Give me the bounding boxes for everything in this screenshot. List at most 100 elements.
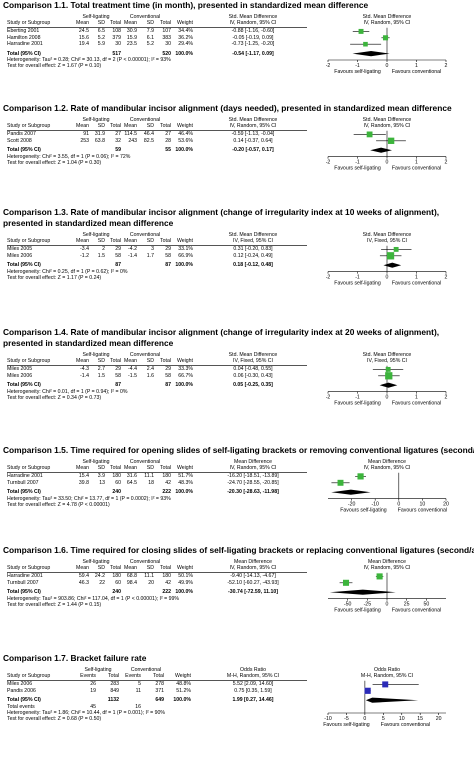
total-label: Total (95% CI)	[7, 147, 41, 154]
study-cell: 39.8	[78, 479, 89, 486]
group-header-conventional: Conventional	[129, 14, 161, 20]
study-point-estimate	[357, 473, 364, 480]
study-cell: 2.7	[97, 366, 105, 373]
study-cell: 53.6%	[178, 137, 193, 144]
study-cell: -1.2	[80, 252, 89, 259]
column-header-study: Study or Subgroup	[7, 20, 51, 27]
x-tick-label: -2	[326, 63, 331, 69]
study-name: Harradine 2001	[7, 41, 43, 48]
column-header: SD	[97, 123, 105, 130]
effect-method-header: IV, Random, 95% CI	[229, 465, 277, 472]
study-cell: 383	[162, 34, 171, 41]
study-cell: 63.8	[94, 137, 105, 144]
study-cell: 33.1%	[178, 246, 193, 253]
total-n1: 240	[112, 589, 121, 596]
column-header: Mean	[76, 358, 89, 365]
study-cell: 5.2	[97, 34, 105, 41]
study-cell: 11.1	[144, 573, 154, 580]
favours-left-label: Favours self-ligating	[340, 508, 387, 514]
column-header: Mean	[124, 358, 137, 365]
column-header-study: Study or Subgroup	[7, 123, 51, 130]
plot-header: Mean Difference	[368, 459, 406, 465]
effect-method-header: IV, Random, 95% CI	[229, 123, 277, 130]
column-header: SD	[97, 465, 105, 472]
effect-header: Std. Mean Difference	[228, 117, 278, 123]
study-point-estimate	[385, 372, 393, 380]
study-cell: 26	[90, 681, 96, 688]
study-cell: 849	[110, 687, 119, 694]
x-tick-label: 0	[386, 602, 389, 608]
study-ci: -0.88 [-1.16, -0.60]	[231, 28, 275, 35]
favours-left-label: Favours self-ligating	[334, 281, 381, 287]
forest-plot: -2 -1 0 1 2 Favours self-ligating Favours conv…	[326, 130, 448, 172]
column-header: Mean	[76, 123, 89, 130]
study-cell: -4.2	[128, 246, 137, 253]
x-tick-label: 20	[436, 716, 442, 722]
study-cell: 48.8%	[176, 681, 191, 688]
group-header-self-ligating: Self-ligating	[84, 667, 112, 673]
study-cell: 58	[115, 252, 121, 259]
total-ci: -0.54 [-1.17, 0.09]	[232, 50, 274, 57]
total-n1: 1132	[107, 697, 119, 704]
favours-right-label: Favours conventional	[392, 166, 441, 172]
column-header: Mean	[76, 565, 89, 572]
study-cell: 68.8	[126, 573, 137, 580]
column-header: SD	[146, 565, 154, 572]
forest-plot: -2 -1 0 1 2 Favours self-ligating Favours conv…	[326, 245, 448, 287]
study-cell: 253	[80, 137, 89, 144]
x-tick-label: -50	[344, 602, 352, 608]
study-cell: 29	[165, 366, 171, 373]
pooled-estimate-diamond	[331, 489, 371, 495]
study-cell: 66.7%	[178, 372, 193, 379]
plot-method-header: IV, Random, 95% CI	[363, 123, 411, 130]
x-tick-label: 2	[445, 275, 448, 281]
total-n1: 240	[112, 489, 121, 496]
study-cell: 31.9	[94, 131, 105, 138]
study-name: Eberting 2001	[7, 28, 40, 35]
study-name: Harradine 2001	[7, 573, 43, 580]
column-header: Mean	[124, 565, 137, 572]
study-cell: 107	[162, 28, 171, 35]
x-tick-label: 1	[415, 160, 418, 166]
study-cell: 29	[115, 366, 121, 373]
total-label: Total (95% CI)	[7, 382, 41, 389]
column-header: SD	[146, 20, 154, 27]
study-cell: 30	[165, 41, 171, 48]
x-tick-label: 0	[363, 716, 366, 722]
total-n2: 222	[162, 589, 171, 596]
column-header: Mean	[76, 465, 89, 472]
comparison-title: Comparison 1.6. Time required for closin…	[3, 545, 474, 555]
column-header-study: Study or Subgroup	[7, 358, 51, 365]
column-header: Events	[80, 673, 96, 680]
column-header: SD	[146, 358, 154, 365]
pooled-estimate-diamond	[379, 382, 398, 388]
effect-method-header: IV, Random, 95% CI	[229, 20, 277, 27]
overall-effect-text: Test for overall effect: Z = 1.17 (P = 0…	[7, 275, 102, 281]
study-point-estimate	[387, 137, 395, 144]
total-n2: 87	[165, 382, 171, 389]
total-ci: 0.18 [-0.12, 0.48]	[233, 262, 273, 269]
favours-left-label: Favours self-ligating	[334, 69, 381, 75]
study-cell: 15.6	[78, 34, 89, 41]
study-cell: -4.4	[128, 366, 137, 373]
group-header-self-ligating: Self-ligating	[82, 117, 110, 123]
study-name: Turnbull 2007	[7, 479, 39, 486]
comparison-title: Comparison 1.4. Rate of mandibular incis…	[3, 327, 440, 337]
heterogeneity-text: Heterogeneity: Tau² = 33.50; Chi² = 13.7…	[7, 495, 171, 502]
study-cell: 20	[148, 579, 154, 586]
pooled-estimate-diamond	[370, 147, 393, 153]
study-cell: 82.5	[143, 137, 154, 144]
plot-header: Std. Mean Difference	[362, 117, 412, 123]
x-tick-label: 50	[423, 602, 429, 608]
effect-method-header: IV, Fixed, 95% CI	[233, 238, 273, 245]
heterogeneity-text: Heterogeneity: Tau² = 0.28; Chi² = 30.13…	[7, 57, 171, 63]
study-cell: 46.4	[143, 131, 154, 138]
column-header: Total	[160, 123, 171, 130]
total-ci: -0.20 [-0.57, 0.17]	[232, 147, 274, 154]
study-cell: 50.1%	[178, 573, 193, 580]
study-cell: 180	[112, 473, 121, 480]
plot-header: Odds Ratio	[374, 667, 400, 673]
comparison-title-line2: presented in standardized mean differenc…	[3, 218, 174, 228]
effect-header: Std. Mean Difference	[228, 14, 278, 20]
study-cell: -4.3	[80, 366, 89, 373]
